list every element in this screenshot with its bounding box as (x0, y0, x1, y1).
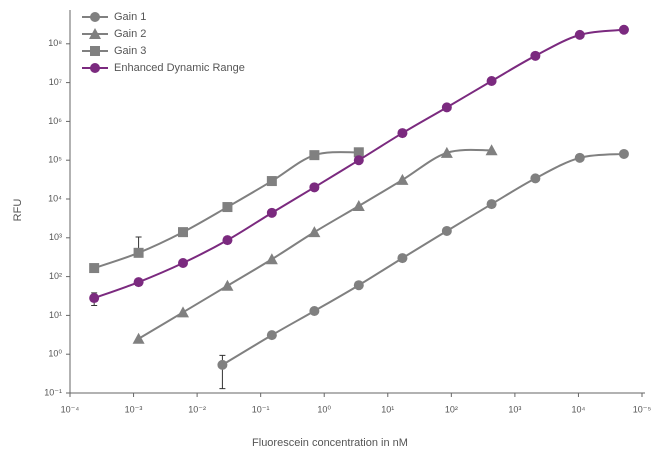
x-axis-label: Fluorescein concentration in nM (252, 437, 408, 449)
y-tick-label: 10³ (49, 232, 62, 242)
legend-marker (90, 46, 100, 56)
data-point (397, 128, 408, 139)
data-point (309, 182, 320, 193)
data-point (308, 226, 321, 238)
data-point (353, 155, 364, 166)
data-point (618, 148, 629, 159)
legend-label: Gain 3 (114, 45, 146, 57)
data-point (441, 102, 452, 113)
data-point (178, 258, 189, 269)
y-tick-label: 10⁻¹ (44, 387, 62, 397)
x-tick-label: 10⁻⁴ (61, 404, 80, 414)
data-point (89, 293, 100, 304)
data-point (265, 253, 278, 265)
x-tick-label: 10³ (508, 404, 521, 414)
data-point (266, 207, 277, 218)
x-tick-label: 10⁻² (188, 404, 206, 414)
y-tick-label: 10⁷ (49, 77, 62, 87)
data-point (178, 227, 189, 238)
data-point (574, 152, 585, 163)
data-point (132, 332, 145, 344)
legend-marker (90, 12, 100, 22)
series-line (221, 152, 625, 366)
x-tick-label: 10⁰ (317, 404, 331, 414)
legend-marker (89, 28, 101, 39)
data-point (396, 173, 409, 185)
x-tick-label: 10⁻³ (125, 404, 143, 414)
data-point (266, 330, 277, 341)
data-point (89, 263, 100, 274)
data-point (309, 150, 320, 161)
legend-label: Gain 2 (114, 28, 146, 40)
y-tick-label: 10⁶ (48, 116, 62, 126)
data-point (221, 279, 234, 291)
data-point (352, 200, 365, 212)
x-tick-label: 10⁻¹ (252, 404, 270, 414)
x-tick-label: 10² (445, 404, 458, 414)
data-point (309, 305, 320, 316)
data-point (397, 253, 408, 264)
data-point (177, 306, 190, 318)
x-tick-label: 10¹ (381, 404, 394, 414)
data-point (353, 280, 364, 291)
legend-label: Gain 1 (114, 11, 146, 23)
legend-marker (90, 63, 100, 73)
y-tick-label: 10¹ (49, 310, 62, 320)
y-tick-label: 10⁵ (48, 155, 62, 165)
data-point (133, 277, 144, 288)
data-point (441, 225, 452, 236)
data-point (618, 24, 629, 35)
x-tick-label: 10⁻⁵ (633, 404, 651, 414)
data-point (530, 50, 541, 61)
y-tick-label: 10⁸ (48, 38, 62, 48)
data-point (222, 202, 233, 213)
data-point (486, 75, 497, 86)
data-point (440, 146, 453, 158)
data-point (485, 144, 498, 156)
y-tick-label: 10² (49, 271, 62, 281)
y-tick-label: 10⁴ (48, 193, 62, 203)
data-point (574, 29, 585, 40)
data-point (266, 176, 277, 187)
data-point (133, 247, 144, 258)
y-axis-label: RFU (12, 199, 24, 222)
data-point (486, 199, 497, 210)
data-point (217, 359, 228, 370)
data-point (530, 173, 541, 184)
data-point (222, 235, 233, 246)
y-tick-label: 10⁰ (48, 349, 62, 359)
x-tick-label: 10⁴ (571, 404, 585, 414)
data-point (353, 147, 364, 158)
legend-label: Enhanced Dynamic Range (114, 62, 245, 74)
